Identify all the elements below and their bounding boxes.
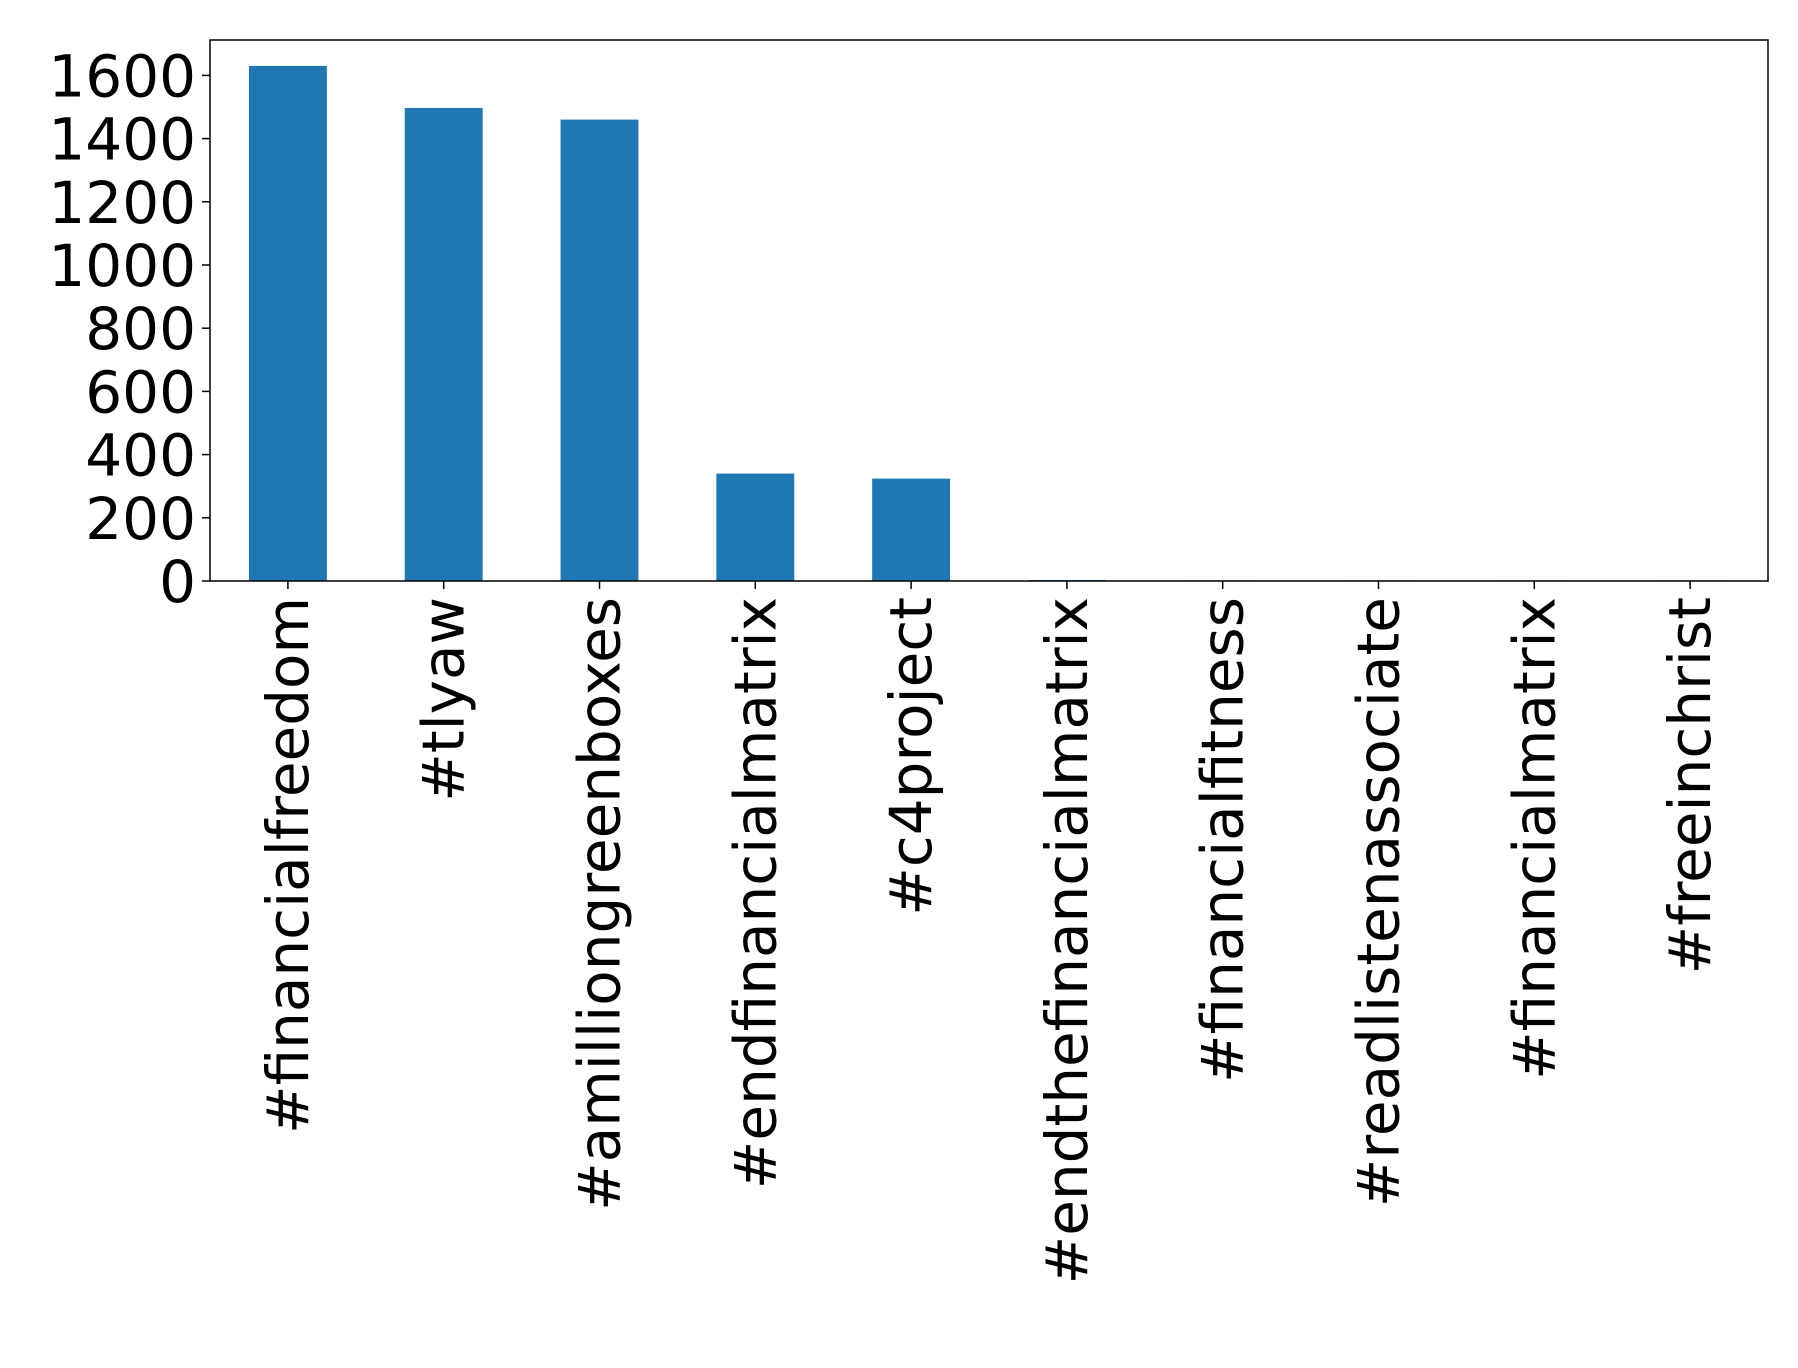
- x-tick-label: #financialmatrix: [1500, 597, 1568, 1080]
- bar-amilliongreenboxes: [560, 119, 639, 581]
- x-tick-label: #endthefinancialmatrix: [1033, 597, 1101, 1284]
- bar-c4project: [872, 478, 951, 581]
- x-tick-label: #financialfreedom: [254, 597, 322, 1134]
- y-tick-label: 1200: [48, 169, 196, 237]
- y-tick-label: 600: [85, 358, 196, 426]
- bars-group: [248, 65, 1730, 582]
- x-tick-label: #c4project: [877, 597, 945, 916]
- y-tick-label: 200: [85, 485, 196, 553]
- x-tick-label: #endfinancialmatrix: [721, 597, 789, 1189]
- y-tick-label: 1600: [48, 42, 196, 110]
- bar-tlyaw: [404, 107, 483, 581]
- y-tick-label: 400: [85, 422, 196, 490]
- plot-frame: [209, 39, 1769, 582]
- y-tick-label: 800: [85, 295, 196, 363]
- bar-financialfreedom: [248, 65, 327, 582]
- x-tick-label: #readlistenassociate: [1345, 597, 1413, 1207]
- y-tick-label: 1400: [48, 106, 196, 174]
- bar-endfinancialmatrix: [716, 473, 795, 581]
- y-tick-label: 0: [159, 548, 196, 616]
- x-tick-label: #tlyaw: [410, 597, 478, 802]
- x-tick-label: #freeinchrist: [1656, 597, 1724, 974]
- y-tick-label: 1000: [48, 232, 196, 300]
- x-tick-label: #financialfitness: [1189, 597, 1257, 1083]
- x-tick-label: #amilliongreenboxes: [566, 597, 634, 1211]
- x-axis: #financialfreedom #tlyaw #amilliongreenbox…: [254, 581, 1724, 1284]
